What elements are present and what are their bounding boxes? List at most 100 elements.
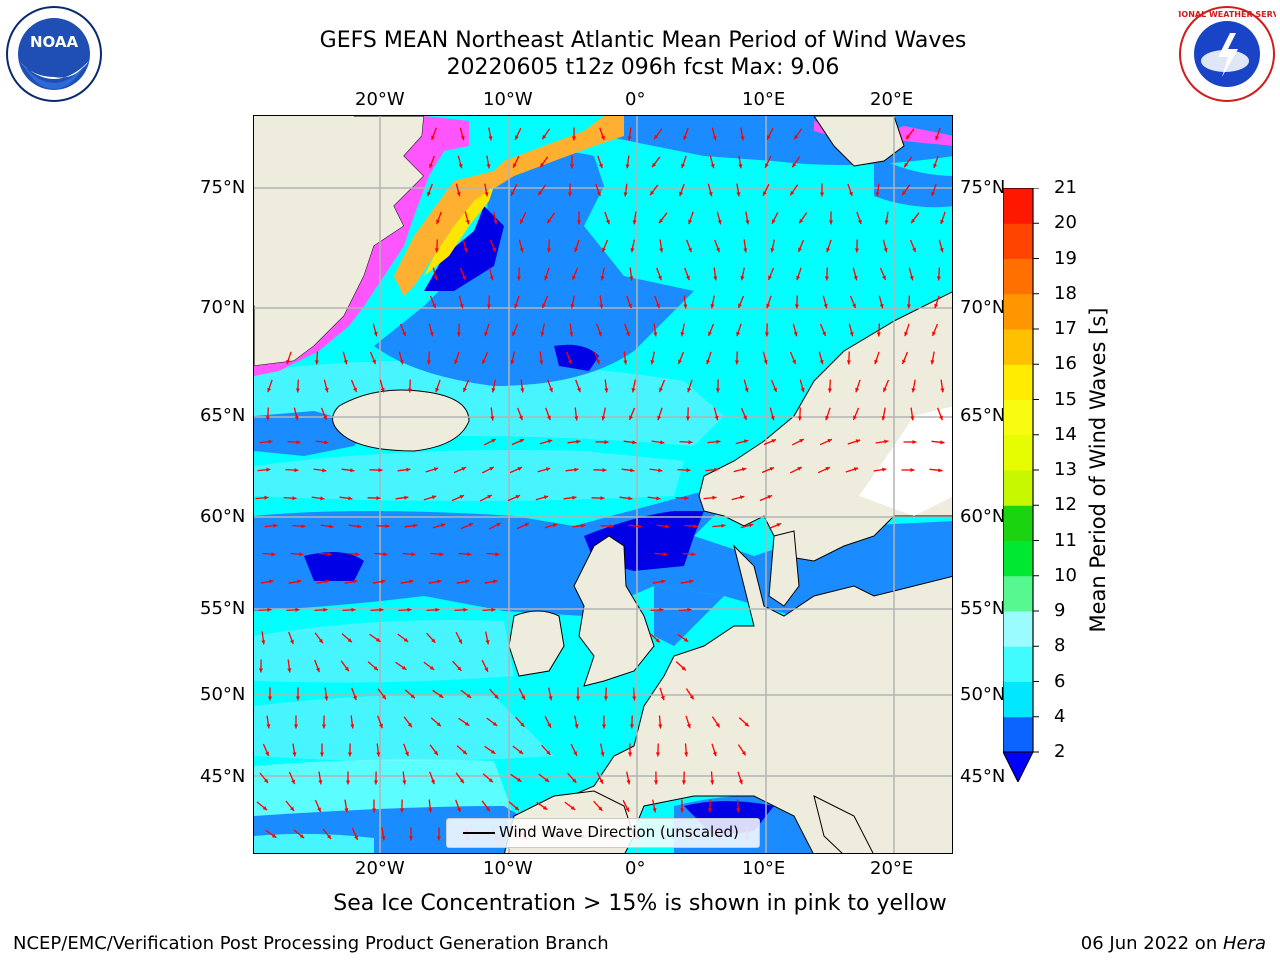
wave-direction-arrow bbox=[574, 407, 579, 421]
wave-direction-arrow bbox=[547, 379, 553, 393]
wave-direction-arrow bbox=[489, 688, 499, 700]
wave-direction-arrow bbox=[316, 579, 330, 584]
wave-direction-arrow bbox=[267, 379, 273, 393]
wave-direction-arrow bbox=[285, 468, 299, 473]
wave-direction-arrow bbox=[789, 351, 797, 365]
wave-direction-arrow bbox=[658, 715, 663, 729]
wave-direction-arrow bbox=[796, 267, 802, 281]
wave-direction-arrow bbox=[626, 295, 632, 309]
credit-text: NCEP/EMC/Verification Post Processing Pr… bbox=[13, 933, 609, 954]
wave-direction-arrow bbox=[544, 267, 550, 281]
wave-direction-arrow bbox=[569, 323, 574, 337]
lat-tick-left: 45°N bbox=[200, 766, 246, 787]
colorbar-cell bbox=[1003, 329, 1033, 365]
wave-direction-arrow bbox=[604, 211, 610, 225]
wave-direction-arrow bbox=[481, 466, 495, 474]
wave-direction-arrow bbox=[311, 496, 325, 501]
wave-direction-arrow bbox=[423, 661, 435, 671]
denmark-land bbox=[768, 530, 800, 607]
wave-direction-arrow bbox=[938, 239, 944, 253]
wave-direction-arrow bbox=[318, 771, 323, 785]
wave-direction-arrow bbox=[426, 351, 431, 365]
wave-direction-arrow bbox=[481, 351, 489, 365]
wave-direction-arrow bbox=[591, 496, 605, 501]
colorbar-tick-label: 17 bbox=[1054, 318, 1077, 339]
wave-direction-arrow bbox=[486, 295, 491, 309]
colorbar-tick-label: 10 bbox=[1054, 564, 1077, 586]
wave-direction-arrow bbox=[707, 439, 721, 444]
wave-direction-arrow bbox=[286, 607, 300, 612]
wave-direction-arrow bbox=[817, 466, 831, 474]
wave-direction-arrow bbox=[376, 743, 381, 757]
wave-region-blue bbox=[654, 586, 724, 646]
lat-tick-right: 55°N bbox=[960, 598, 1006, 619]
wave-direction-arrow bbox=[849, 295, 857, 309]
wave-direction-arrow bbox=[428, 323, 434, 337]
wave-direction-arrow bbox=[372, 323, 378, 337]
wave-direction-arrow bbox=[367, 496, 381, 501]
wave-direction-arrow bbox=[544, 523, 558, 529]
wave-direction-arrow bbox=[930, 351, 935, 365]
nws-logo: NATIONAL WEATHER SERVICE bbox=[1161, 5, 1280, 107]
map-subtitle: 20220605 t12z 096h fcst Max: 9.06 bbox=[446, 55, 840, 80]
wave-direction-arrow bbox=[933, 155, 939, 169]
colorbar-tick-label: 20 bbox=[1054, 212, 1077, 234]
wave-direction-arrow bbox=[711, 743, 717, 757]
wave-direction-arrow bbox=[398, 607, 412, 612]
lat-tick-left: 65°N bbox=[200, 405, 246, 426]
wave-direction-arrow bbox=[293, 407, 299, 421]
wave-direction-arrow bbox=[381, 827, 386, 841]
wave-direction-arrow bbox=[794, 295, 799, 309]
wave-direction-arrow bbox=[797, 407, 802, 421]
wave-direction-arrow bbox=[658, 212, 668, 224]
wave-direction-arrow bbox=[511, 438, 525, 446]
wave-direction-arrow bbox=[601, 407, 606, 421]
wave-direction-arrow bbox=[624, 323, 630, 337]
wave-direction-arrow bbox=[262, 743, 270, 757]
wave-direction-arrow bbox=[429, 744, 439, 756]
sea-ice-caption: Sea Ice Concentration > 15% is shown in … bbox=[333, 891, 947, 916]
wave-direction-arrow bbox=[789, 184, 799, 196]
wave-direction-arrow bbox=[324, 687, 329, 701]
wave-direction-arrow bbox=[855, 379, 861, 393]
wave-direction-arrow bbox=[655, 743, 660, 757]
wave-direction-arrow bbox=[654, 771, 659, 785]
wave-direction-arrow bbox=[397, 467, 411, 472]
wave-direction-arrow bbox=[705, 467, 719, 472]
wave-direction-arrow bbox=[397, 633, 409, 643]
wave-direction-arrow bbox=[710, 771, 715, 785]
colorbar-cell bbox=[1003, 470, 1033, 506]
wave-direction-arrow bbox=[489, 239, 497, 253]
sea-ice-edge bbox=[394, 116, 624, 296]
wave-direction-arrow bbox=[430, 717, 442, 727]
wave-direction-arrow bbox=[628, 524, 642, 529]
wave-direction-arrow bbox=[659, 687, 665, 701]
colorbar-tick-label: 12 bbox=[1054, 494, 1077, 516]
wave-direction-arrow bbox=[623, 440, 637, 445]
wave-direction-arrow bbox=[829, 211, 834, 225]
colorbar-cell bbox=[1003, 293, 1033, 330]
wave-direction-arrow bbox=[822, 295, 828, 309]
wave-direction-arrow bbox=[736, 323, 742, 337]
colorbar-tick-label: 18 bbox=[1054, 282, 1077, 304]
wave-band-light bbox=[254, 450, 684, 501]
wave-direction-arrow bbox=[931, 323, 939, 337]
wave-direction-arrow bbox=[322, 828, 332, 840]
wave-direction-arrow bbox=[931, 440, 945, 445]
greenland-interior bbox=[254, 116, 354, 306]
wave-direction-arrow bbox=[631, 379, 636, 393]
wave-direction-arrow bbox=[536, 801, 548, 811]
wave-direction-arrow bbox=[766, 127, 774, 141]
wave-direction-arrow bbox=[293, 829, 305, 839]
wave-direction-arrow bbox=[428, 579, 442, 584]
wave-direction-arrow bbox=[456, 745, 468, 755]
wave-direction-arrow bbox=[940, 211, 946, 225]
colorbar-cell bbox=[1003, 399, 1033, 436]
wave-direction-arrow bbox=[458, 552, 472, 557]
wave-direction-arrow bbox=[852, 267, 858, 281]
wave-direction-arrow bbox=[680, 579, 694, 584]
wave-direction-arrow bbox=[825, 407, 831, 421]
wave-direction-arrow bbox=[514, 127, 522, 141]
baltic-ice-free-white bbox=[859, 406, 952, 516]
wave-direction-arrow bbox=[856, 211, 862, 225]
